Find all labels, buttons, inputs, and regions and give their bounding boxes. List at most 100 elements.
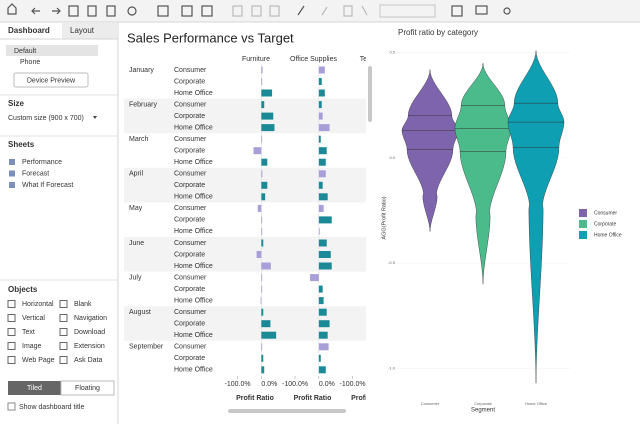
checkbox[interactable]	[7, 402, 16, 411]
y-axis-title: AGG(Profit Ratio)	[381, 196, 387, 239]
device[interactable]: Default	[14, 48, 36, 55]
row-band	[124, 98, 366, 134]
bar	[318, 78, 322, 85]
object[interactable]: Web Page	[22, 357, 55, 364]
tab[interactable]: Layout	[70, 26, 95, 35]
section-heading: Sheets	[8, 140, 35, 149]
object[interactable]: Vertical	[22, 315, 45, 322]
column-header: Techno	[360, 56, 383, 63]
axis-label: Profit Ratio	[236, 395, 274, 402]
month-label: July	[129, 274, 142, 281]
segment-label: Home Office	[174, 124, 213, 131]
button-label[interactable]: Device Preview	[27, 77, 76, 84]
bar	[318, 366, 326, 374]
segment-label: Consumer	[174, 171, 207, 178]
bar	[318, 331, 328, 339]
bar	[261, 308, 264, 316]
object-icon	[59, 342, 68, 350]
axis-label: Profit Ratio	[294, 395, 332, 402]
x-tick-label: -100.0%	[339, 381, 365, 388]
layout-tab[interactable]	[62, 23, 118, 39]
bar	[318, 285, 323, 293]
y-tick-label: -1.0	[388, 365, 396, 370]
segment-label: Home Office	[174, 194, 213, 201]
legend-label: Consumer	[594, 210, 617, 216]
object[interactable]: Ask Data	[74, 357, 103, 364]
segment-label: Corporate	[174, 182, 205, 189]
toggle-label[interactable]: Floating	[75, 385, 100, 392]
x-tick-label: -100.0%	[224, 381, 250, 388]
legend-label: Corporate	[594, 221, 616, 227]
object[interactable]: Blank	[74, 301, 92, 308]
object[interactable]: Navigation	[74, 315, 107, 322]
column-header: Furniture	[242, 56, 270, 63]
tab[interactable]: Dashboard	[8, 26, 50, 35]
sheet-icon	[9, 182, 15, 188]
object[interactable]: Text	[22, 329, 35, 336]
bar	[261, 354, 264, 362]
sheet[interactable]: Forecast	[22, 170, 49, 177]
x-tick-label: 0.0%	[319, 381, 335, 388]
x-tick-label: Corporate	[474, 401, 493, 406]
legend-swatch	[579, 209, 587, 217]
month-label: June	[129, 240, 144, 247]
bar	[318, 204, 324, 212]
segment-label: Consumer	[174, 101, 207, 108]
object-icon	[7, 356, 16, 364]
object-icon	[7, 342, 16, 350]
toggle[interactable]	[60, 380, 115, 396]
dropdown[interactable]: Custom size (900 x 700)	[8, 115, 84, 122]
sheet[interactable]: Performance	[22, 159, 62, 166]
object[interactable]: Download	[74, 329, 105, 336]
bar	[261, 366, 265, 374]
toggle-active[interactable]	[8, 381, 61, 395]
bar	[318, 262, 332, 270]
bar	[318, 297, 324, 305]
x-tick-label: Home Office	[525, 401, 548, 406]
bar	[261, 66, 263, 74]
toolbar-icons[interactable]	[7, 3, 511, 18]
legend-label: Home Office	[594, 232, 622, 238]
sheet[interactable]: What If Forecast	[22, 182, 73, 189]
bar	[261, 239, 264, 247]
bar	[261, 343, 263, 351]
object[interactable]: Horizontal	[22, 301, 54, 308]
segment-label: Consumer	[174, 136, 207, 143]
bar	[318, 343, 329, 351]
bar	[318, 193, 328, 201]
bar	[261, 170, 263, 178]
bar	[261, 78, 263, 85]
bar	[253, 147, 262, 155]
object-icon	[59, 328, 68, 336]
x-axis-title: Segment	[471, 408, 495, 414]
object[interactable]: Extension	[74, 343, 105, 350]
device[interactable]: Phone	[20, 59, 40, 66]
x-tick-label: Consumer	[421, 401, 440, 406]
segment-label: Home Office	[174, 263, 213, 270]
bar	[318, 158, 326, 166]
segment-label: Corporate	[174, 251, 205, 258]
toggle-label[interactable]: Tiled	[27, 385, 42, 392]
bar	[261, 216, 263, 224]
bar	[261, 331, 277, 339]
bar	[318, 147, 327, 155]
checkbox-label[interactable]: Show dashboard title	[19, 404, 84, 411]
object[interactable]: Image	[22, 343, 42, 350]
section-heading: Size	[8, 99, 25, 108]
object-icon	[59, 300, 68, 308]
month-label: August	[129, 309, 151, 316]
h-scrollbar[interactable]	[228, 409, 346, 413]
bar	[318, 66, 325, 74]
dropdown-arrow[interactable]	[93, 116, 97, 119]
bar	[318, 124, 330, 132]
segment-label: Consumer	[174, 274, 207, 281]
legend-swatch	[579, 231, 587, 239]
x-tick-label: -100.0%	[282, 381, 308, 388]
button[interactable]	[13, 72, 89, 88]
column-header: Office Supplies	[290, 56, 337, 63]
bar	[261, 285, 263, 293]
v-scrollbar[interactable]	[368, 66, 372, 122]
bar	[318, 181, 323, 189]
bar	[261, 112, 274, 120]
bar	[261, 274, 263, 282]
